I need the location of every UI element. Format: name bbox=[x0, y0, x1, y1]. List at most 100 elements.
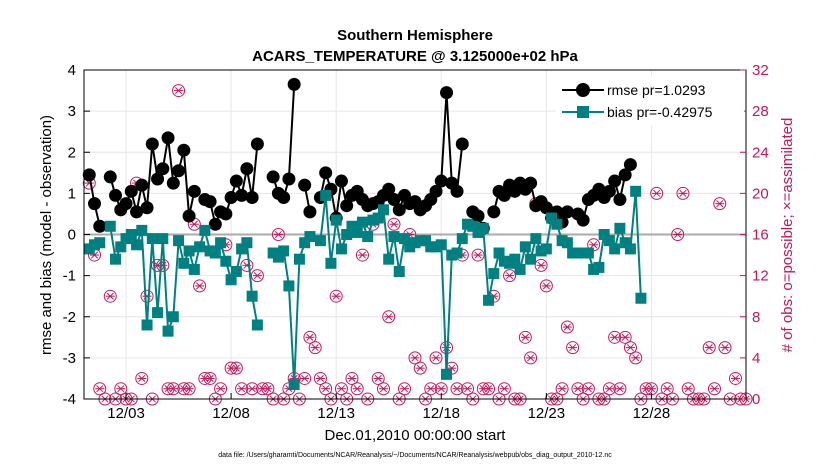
obs-possible-marker bbox=[503, 269, 517, 283]
bias-point bbox=[209, 247, 221, 259]
series-bias bbox=[83, 185, 647, 391]
rmse-point bbox=[340, 199, 354, 213]
obs-count-point bbox=[602, 382, 616, 396]
x-axis-label: Dec.01,2010 00:00:00 start bbox=[325, 427, 507, 444]
rmse-point bbox=[471, 209, 485, 223]
obs-count-point bbox=[235, 382, 249, 396]
obs-possible-marker bbox=[471, 248, 485, 262]
obs-possible-marker bbox=[424, 382, 438, 396]
obs-count-point bbox=[250, 269, 264, 283]
rmse-point bbox=[208, 217, 222, 231]
obs-count-point bbox=[676, 186, 690, 200]
obs-possible-marker bbox=[497, 382, 511, 396]
y-axis-left: -4 -3 -2 -1 0 1 2 3 4 bbox=[63, 62, 90, 408]
bias-point bbox=[110, 253, 122, 265]
bias-point bbox=[351, 226, 363, 238]
y-axis-right: 0 4 8 12 16 20 24 28 32 bbox=[740, 62, 769, 408]
x-axis: 12/03 12/08 12/13 12/18 12/23 12/28 bbox=[107, 393, 670, 422]
rmse-point bbox=[88, 197, 102, 211]
rmse-point bbox=[282, 172, 296, 186]
obs-possible-marker bbox=[371, 371, 385, 385]
obs-count-point bbox=[334, 382, 348, 396]
obs-count-point bbox=[350, 382, 364, 396]
obs-count-point bbox=[566, 341, 580, 355]
bias-point bbox=[477, 222, 489, 234]
rmse-point bbox=[434, 174, 448, 188]
bias-point bbox=[598, 229, 610, 240]
obs-count-point bbox=[229, 361, 243, 375]
rmse-point bbox=[161, 131, 175, 145]
rmse-point bbox=[219, 207, 233, 221]
bias-point bbox=[356, 216, 368, 228]
y-right-tick-label: 20 bbox=[752, 185, 769, 202]
bias-point bbox=[593, 261, 605, 273]
obs-count-point bbox=[166, 382, 180, 396]
obs-count-point bbox=[313, 371, 327, 385]
obs-count-point bbox=[397, 382, 411, 396]
obs-count-point bbox=[114, 382, 128, 396]
obs-count-point bbox=[660, 382, 674, 396]
obs-count-point bbox=[429, 351, 443, 365]
obs-possible-marker bbox=[608, 330, 622, 344]
bias-point bbox=[125, 229, 137, 240]
obs-count-point bbox=[408, 351, 422, 365]
y-right-tick-label: 24 bbox=[752, 144, 769, 161]
obs-possible-marker bbox=[387, 217, 401, 231]
rmse-point bbox=[203, 195, 217, 209]
obs-possible-marker bbox=[429, 351, 443, 365]
bias-point bbox=[488, 268, 500, 280]
rmse-point bbox=[177, 143, 191, 157]
obs-count-point bbox=[618, 330, 632, 344]
bias-point bbox=[131, 239, 143, 251]
obs-possible-marker bbox=[376, 382, 390, 396]
obs-possible-marker bbox=[681, 382, 695, 396]
obs-possible-marker bbox=[172, 84, 186, 98]
rmse-point bbox=[135, 178, 149, 192]
bias-point bbox=[283, 280, 295, 292]
obs-count-point bbox=[140, 289, 154, 303]
bias-point bbox=[441, 368, 453, 380]
rmse-point bbox=[124, 184, 138, 198]
legend-rmse-label: rmse pr=1.0293 bbox=[607, 82, 706, 98]
obs-possible-marker bbox=[560, 320, 574, 334]
obs-possible-marker bbox=[718, 341, 732, 355]
obs-possible-marker bbox=[156, 258, 170, 272]
bias-point bbox=[335, 243, 347, 255]
series-rmse bbox=[82, 77, 637, 235]
obs-possible-marker bbox=[298, 371, 312, 385]
obs-possible-marker bbox=[250, 269, 264, 283]
obs-possible-marker bbox=[629, 351, 643, 365]
obs-count-point bbox=[413, 361, 427, 375]
obs-possible-marker bbox=[413, 361, 427, 375]
x-tick-label: 12/03 bbox=[107, 405, 145, 422]
y-axis-label: rmse and bias (model - observation) bbox=[38, 115, 55, 355]
legend: rmse pr=1.0293 bias pr=-0.42975 bbox=[556, 76, 744, 126]
obs-possible-marker bbox=[524, 351, 538, 365]
rmse-point bbox=[618, 168, 632, 182]
rmse-point bbox=[172, 164, 186, 178]
bias-point bbox=[173, 235, 185, 247]
obs-count-point bbox=[161, 382, 175, 396]
obs-count-point bbox=[355, 248, 369, 262]
obs-possible-marker bbox=[166, 382, 180, 396]
bias-point bbox=[540, 243, 552, 255]
rmse-point bbox=[187, 184, 201, 198]
bias-point bbox=[420, 235, 432, 247]
obs-count-point bbox=[539, 279, 553, 293]
series-layer bbox=[82, 77, 647, 391]
bias-point bbox=[115, 241, 127, 253]
obs-possible-marker bbox=[555, 382, 569, 396]
obs-count-point bbox=[387, 217, 401, 231]
y-tick-label: -3 bbox=[63, 350, 76, 367]
y-axis-label-right: # of obs: o=possible; ×=assimilated bbox=[779, 118, 796, 353]
obs-count-point bbox=[681, 382, 695, 396]
bias-point bbox=[225, 274, 237, 286]
obs-count-point bbox=[503, 269, 517, 283]
rmse-point bbox=[440, 86, 454, 100]
rmse-point bbox=[450, 184, 464, 198]
rmse-point bbox=[145, 137, 159, 151]
obs-possible-marker bbox=[235, 382, 249, 396]
chart-title-line1: Southern Hemisphere bbox=[337, 27, 493, 44]
obs-possible-marker bbox=[702, 341, 716, 355]
bias-point bbox=[220, 255, 232, 267]
